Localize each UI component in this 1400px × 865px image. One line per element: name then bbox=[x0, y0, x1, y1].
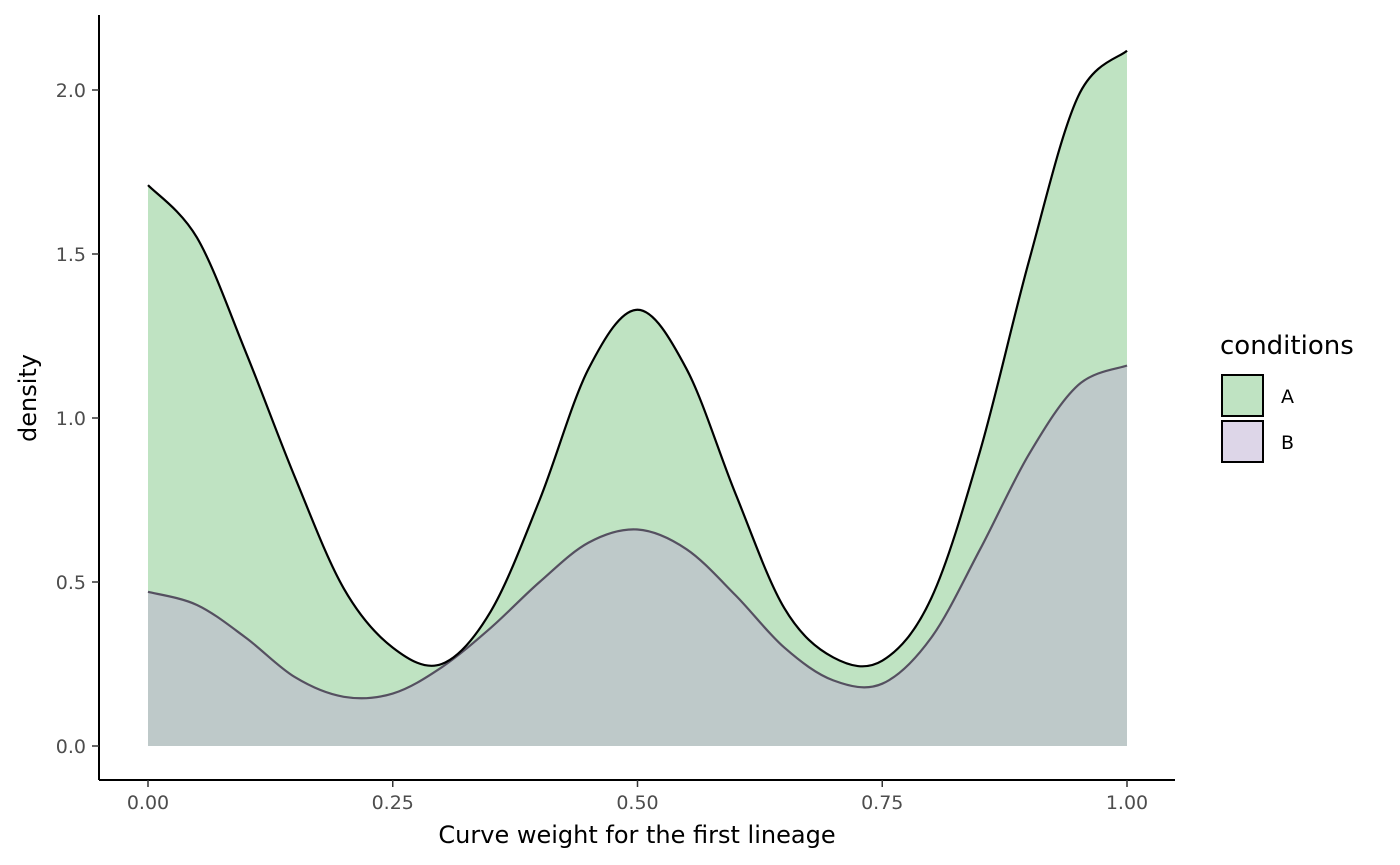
x-tick-label: 0.25 bbox=[372, 792, 414, 814]
line-series-a bbox=[147, 49, 1128, 668]
area-series-a bbox=[148, 50, 1127, 746]
y-axis-ticks: 0.0 0.5 1.0 1.5 2.0 bbox=[56, 80, 99, 758]
x-axis-ticks: 0.00 0.25 0.50 0.75 1.00 bbox=[127, 780, 1148, 814]
area-overlap bbox=[148, 365, 1127, 746]
y-tick-label: 2.0 bbox=[56, 80, 86, 102]
legend-key-b bbox=[1221, 420, 1264, 463]
y-tick-label: 1.0 bbox=[56, 408, 86, 430]
y-tick-label: 0.5 bbox=[56, 572, 86, 594]
legend: conditions A B bbox=[1220, 331, 1354, 463]
y-axis-title: density bbox=[14, 354, 42, 442]
x-tick-label: 0.50 bbox=[616, 792, 658, 814]
y-tick-label: 1.5 bbox=[56, 244, 86, 266]
plot-area bbox=[147, 49, 1128, 746]
line-series-b bbox=[147, 364, 1128, 700]
legend-title: conditions bbox=[1220, 331, 1354, 361]
legend-key-a bbox=[1221, 374, 1264, 417]
legend-label-b: B bbox=[1281, 432, 1294, 454]
x-axis-title: Curve weight for the first lineage bbox=[438, 821, 835, 849]
x-tick-label: 0.75 bbox=[861, 792, 903, 814]
legend-label-a: A bbox=[1281, 386, 1294, 408]
x-tick-label: 0.00 bbox=[127, 792, 169, 814]
y-tick-label: 0.0 bbox=[56, 736, 86, 758]
x-tick-label: 1.00 bbox=[1106, 792, 1148, 814]
